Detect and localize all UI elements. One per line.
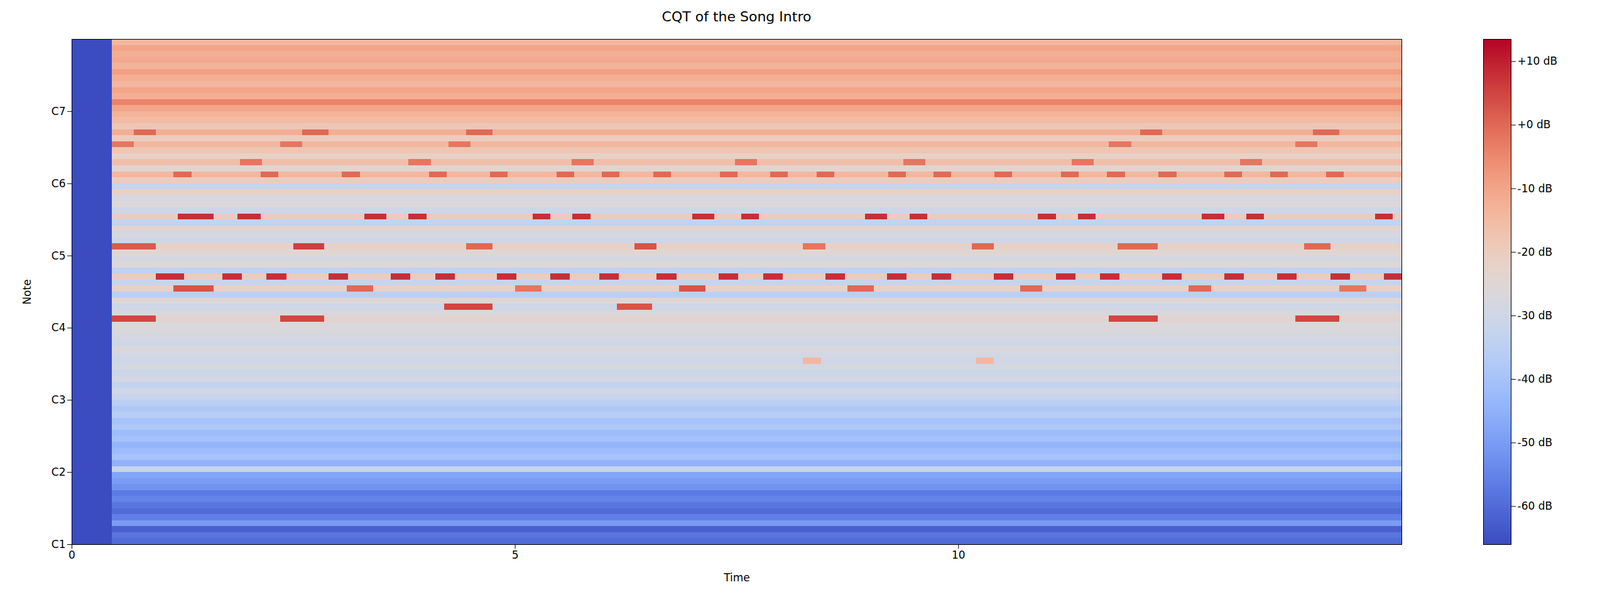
svg-text:C6: C6 bbox=[51, 177, 66, 190]
svg-text:C2: C2 bbox=[51, 465, 66, 479]
svg-text:-60 dB: -60 dB bbox=[1517, 499, 1553, 512]
svg-text:-30 dB: -30 dB bbox=[1517, 309, 1553, 322]
svg-text:C3: C3 bbox=[51, 393, 66, 406]
html-text:CQT of the Song Intro: CQT of the Song Intro bbox=[661, 8, 812, 25]
svg-text:-10 dB: -10 dB bbox=[1517, 182, 1553, 195]
svg-text:+10 dB: +10 dB bbox=[1517, 54, 1558, 68]
svg-text:5: 5 bbox=[511, 548, 519, 561]
svg-text:C1: C1 bbox=[51, 537, 66, 551]
svg-text:0: 0 bbox=[68, 548, 76, 561]
svg-text:Note: Note bbox=[20, 278, 34, 305]
svg-text:C4: C4 bbox=[51, 321, 66, 334]
svg-text:10: 10 bbox=[951, 548, 966, 561]
svg-text:+0 dB: +0 dB bbox=[1517, 118, 1552, 131]
svg-text:C7: C7 bbox=[51, 104, 66, 118]
svg-text:-20 dB: -20 dB bbox=[1517, 245, 1553, 259]
svg-text:Time: Time bbox=[723, 571, 751, 584]
svg-text:C5: C5 bbox=[51, 249, 66, 262]
svg-text:-50 dB: -50 dB bbox=[1517, 435, 1553, 449]
svg-text:-40 dB: -40 dB bbox=[1517, 372, 1553, 386]
